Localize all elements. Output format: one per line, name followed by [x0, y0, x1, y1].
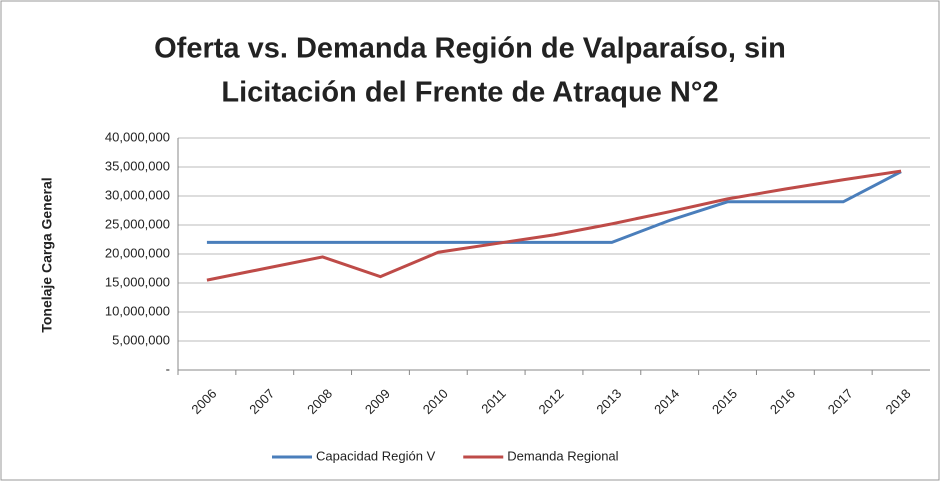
y-tick-label: 10,000,000 [105, 303, 170, 318]
series-line [206, 170, 902, 244]
y-tick-label: 15,000,000 [105, 274, 170, 289]
y-tick-label: 5,000,000 [112, 332, 170, 347]
y-axis-label: Tonelaje Carga General [39, 177, 55, 332]
y-tick-label: - [166, 361, 170, 376]
series-line [206, 169, 902, 282]
y-tick-label: 20,000,000 [105, 245, 170, 260]
y-tick-label: 30,000,000 [105, 187, 170, 202]
legend-label: Demanda Regional [507, 448, 618, 463]
y-tick-label: 35,000,000 [105, 158, 170, 173]
y-tick-label: 25,000,000 [105, 216, 170, 231]
chart-title: Licitación del Frente de Atraque N°2 [221, 77, 718, 109]
y-tick-label: 40,000,000 [105, 129, 170, 144]
legend-label: Capacidad Región V [316, 448, 436, 463]
chart-title: Oferta vs. Demanda Región de Valparaíso,… [154, 33, 786, 65]
